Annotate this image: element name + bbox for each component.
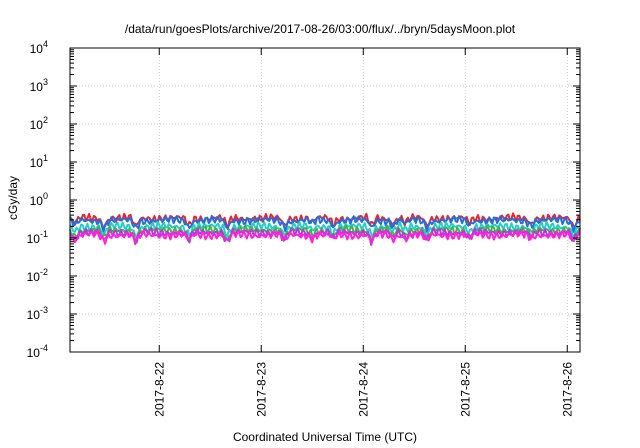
x-axis-label: Coordinated Universal Time (UTC)	[232, 430, 418, 444]
x-tick-label: 2017-8-24	[356, 362, 370, 417]
y-tick-label: 10-4	[27, 343, 48, 360]
chart-title: /data/run/goesPlots/archive/2017-08-26/0…	[124, 22, 516, 36]
y-tick-label: 102	[30, 115, 48, 132]
y-tick-label: 104	[30, 39, 48, 56]
axis-ticks: 10-4 10-3 10-2 10-1 100 101 102 103 104 2017-8-22…	[27, 39, 580, 417]
y-tick-label: 103	[30, 77, 48, 94]
x-tick-label: 2017-8-26	[560, 362, 574, 417]
series-line	[69, 226, 581, 246]
y-tick-label: 101	[30, 153, 48, 170]
grid-lines	[70, 48, 580, 352]
y-tick-label: 10-1	[27, 229, 48, 246]
y-tick-label: 100	[30, 191, 48, 208]
y-tick-label: 10-2	[27, 267, 48, 284]
y-axis-label: cGy/day	[6, 175, 20, 220]
x-tick-label: 2017-8-22	[152, 362, 166, 417]
series-lines	[69, 212, 581, 246]
x-tick-label: 2017-8-23	[254, 362, 268, 417]
series-line	[69, 220, 581, 240]
series-line	[69, 229, 581, 246]
y-tick-label: 10-3	[27, 305, 48, 322]
x-tick-label: 2017-8-25	[458, 362, 472, 417]
series-line	[69, 214, 581, 233]
